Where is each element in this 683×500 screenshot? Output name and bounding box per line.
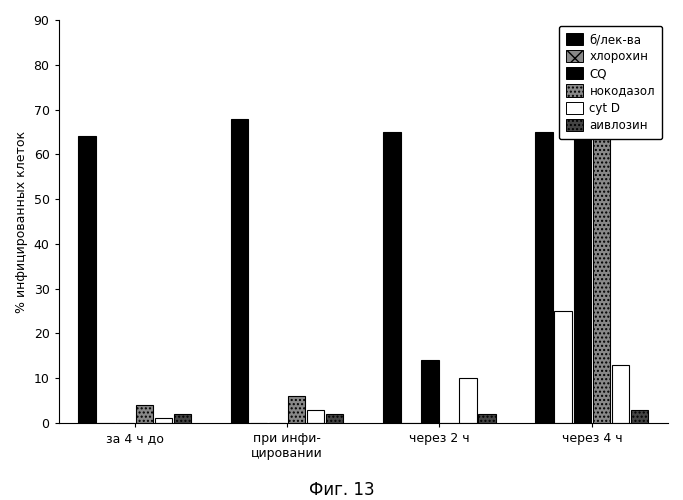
Bar <box>288 396 305 423</box>
Bar <box>326 414 344 423</box>
Bar <box>79 136 96 423</box>
Y-axis label: % инфицированных клеток: % инфицированных клеток <box>15 130 28 312</box>
Bar <box>459 378 477 423</box>
Legend: б/лек-ва, хлорохин, CQ, нокодазол, cyt D, аивлозин: б/лек-ва, хлорохин, CQ, нокодазол, cyt D… <box>559 26 662 139</box>
Bar <box>135 405 153 423</box>
Bar <box>307 410 324 423</box>
Bar <box>593 52 610 423</box>
Bar <box>231 118 248 423</box>
Text: Фиг. 13: Фиг. 13 <box>309 481 374 499</box>
Bar <box>173 414 191 423</box>
Bar <box>478 414 496 423</box>
Bar <box>630 410 648 423</box>
Bar <box>421 360 438 423</box>
Bar <box>555 311 572 423</box>
Bar <box>383 132 401 423</box>
Bar <box>154 418 172 423</box>
Bar <box>535 132 553 423</box>
Bar <box>574 128 591 423</box>
Bar <box>612 365 629 423</box>
